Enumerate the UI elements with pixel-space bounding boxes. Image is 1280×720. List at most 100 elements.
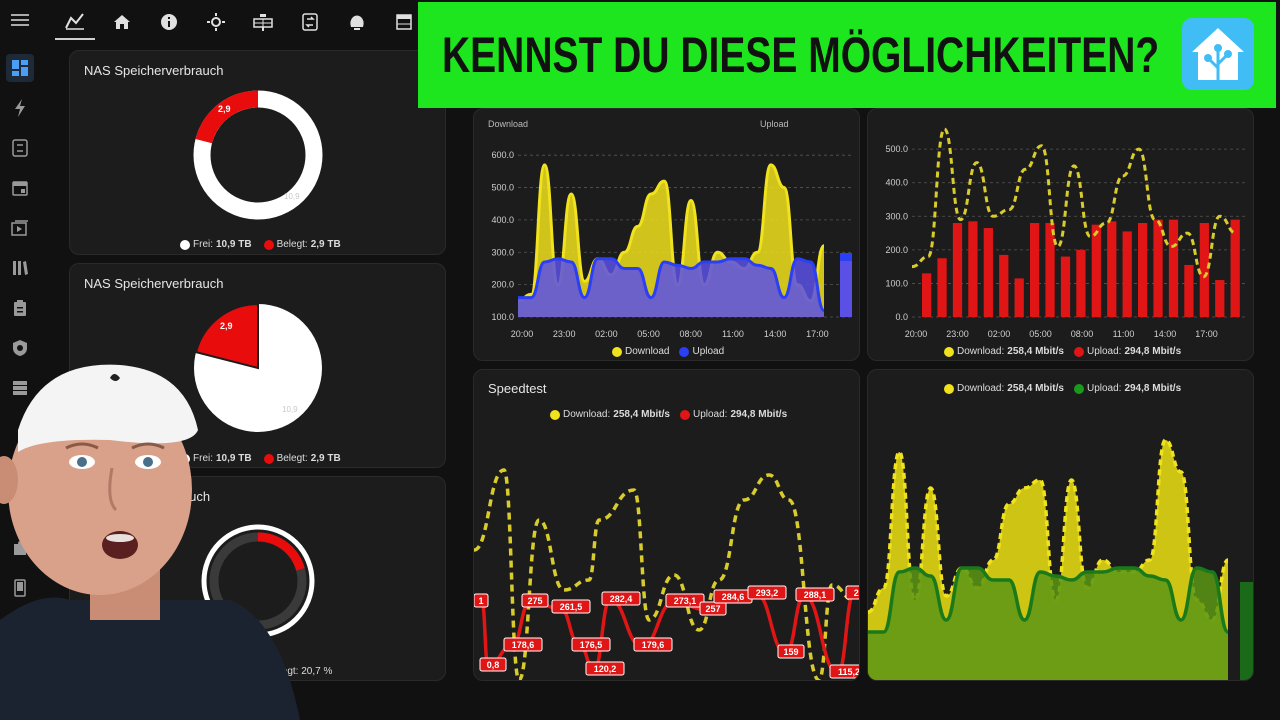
data-label-text: 294,8 <box>854 588 860 598</box>
legend-value: 294,8 Mbit/s <box>730 409 788 420</box>
x-tick-label: 05:00 <box>637 329 660 339</box>
axis-header-upload: Upload <box>760 119 789 129</box>
sidebar-clipboard-icon[interactable] <box>6 294 34 322</box>
chart-legend: Download: 258,4 Mbit/s Upload: 294,8 Mbi… <box>944 383 1181 394</box>
data-label-box <box>845 585 859 600</box>
data-label-box <box>665 593 705 608</box>
x-tick-label: 02:00 <box>595 329 618 339</box>
legend-dot-upload <box>679 346 690 357</box>
legend-dot-upload <box>679 409 690 420</box>
x-tick-label: 17:00 <box>1195 329 1218 339</box>
y-tick-label: 400.0 <box>885 178 908 188</box>
bar <box>1091 224 1101 317</box>
y-tick-label: 300.0 <box>885 211 908 221</box>
legend-label: elegt: 20,7 % <box>274 666 333 677</box>
legend-label: Frei: <box>193 453 213 464</box>
data-label-box <box>633 637 673 652</box>
bandwidth-green-area-chart <box>868 438 1253 680</box>
download-line <box>911 127 1237 279</box>
bar <box>1060 256 1071 317</box>
axis-header-download: Download <box>488 119 528 129</box>
sidebar-media-icon[interactable] <box>6 214 34 242</box>
nas-donut-card: NAS Speicherverbrauch 2,9 10,9 Frei: 10,… <box>69 50 446 255</box>
y-tick-label: 500.0 <box>885 144 908 154</box>
data-label-text: 257 <box>705 604 720 614</box>
y-tick-label: 200.0 <box>885 245 908 255</box>
legend-value: 10,9 TB <box>216 453 252 464</box>
tab-lightbulb-icon[interactable] <box>337 4 377 40</box>
sidebar-transfer-icon[interactable] <box>6 134 34 162</box>
legend-value: 258,4 Mbit/s <box>1007 346 1064 357</box>
upload-bar-top <box>840 253 852 261</box>
series-line <box>518 257 826 313</box>
data-label-text: 275 <box>527 596 542 606</box>
chart-legend: Download: 258,4 Mbit/s Upload: 294,8 Mbi… <box>944 346 1181 357</box>
pie-used-label: 2,9 <box>220 321 233 331</box>
x-tick-label: 08:00 <box>680 329 703 339</box>
pie-used-slice <box>194 302 259 370</box>
tab-table-icon[interactable] <box>384 4 424 40</box>
bandwidth-area-card: Download Upload 100.0 200.0 300.0 400.0 500.… <box>473 108 860 361</box>
chart-legend: Download Upload <box>612 346 724 357</box>
bar <box>937 258 947 317</box>
x-tick-label: 23:00 <box>553 329 576 339</box>
pie-free-label: 10,9 <box>282 405 298 414</box>
sidebar-dashboard-icon[interactable] <box>6 54 34 82</box>
bar <box>1030 223 1040 317</box>
sidebar-server-icon[interactable] <box>6 374 34 402</box>
bar <box>1230 219 1240 317</box>
bar <box>1168 219 1179 317</box>
legend-dot-download <box>550 409 560 420</box>
donut-used-label: 2,9 <box>218 104 231 114</box>
sidebar-calendar-icon[interactable] <box>6 174 34 202</box>
speedtest-card: Speedtest Download: 258,4 Mbit/s Upload:… <box>473 369 860 681</box>
y-tick-label: 100.0 <box>491 312 514 322</box>
data-label-text: 178,6 <box>512 640 535 650</box>
data-label: 275 <box>521 593 549 608</box>
tab-solar-panel-icon[interactable] <box>243 4 283 40</box>
bar <box>1215 280 1225 317</box>
legend-label: Download: <box>957 346 1005 357</box>
data-label-box <box>585 661 625 676</box>
y-tick-label: 0.0 <box>895 312 908 322</box>
sidebar-library-icon[interactable] <box>6 254 34 282</box>
data-label-text: 284,6 <box>722 592 745 602</box>
data-label: 1 <box>474 593 489 608</box>
presenter-photo <box>0 364 300 720</box>
tab-info-icon[interactable] <box>149 4 189 40</box>
upload-bar <box>840 253 852 317</box>
card-title: Speedtest <box>488 381 547 396</box>
tab-chart-icon[interactable] <box>55 4 95 40</box>
tab-home-icon[interactable] <box>102 4 142 40</box>
legend-label: Upload: <box>1086 346 1122 357</box>
data-label: 178,6 <box>503 637 543 652</box>
legend-dot-download <box>612 346 622 357</box>
banner-title: KENNST DU DIESE MÖGLICHKEITEN? <box>442 27 1160 83</box>
series-area <box>868 568 1228 680</box>
hamburger-icon[interactable] <box>0 0 40 40</box>
sidebar-shield-icon[interactable] <box>6 334 34 362</box>
data-label: 282,4 <box>601 591 641 606</box>
tab-sun-icon[interactable] <box>196 4 236 40</box>
bar <box>999 254 1009 317</box>
title-banner: KENNST DU DIESE MÖGLICHKEITEN? <box>418 2 1276 108</box>
legend-label: Download: <box>957 383 1005 394</box>
data-label: 120,2 <box>585 661 625 676</box>
data-label-box <box>699 601 727 616</box>
legend-dot-used <box>263 453 274 464</box>
legend-label: Upload <box>692 346 725 357</box>
sidebar-energy-icon[interactable] <box>6 94 34 122</box>
x-tick-label: 08:00 <box>1071 329 1094 339</box>
donut-free-label: 10,9 <box>284 192 300 201</box>
data-label-text: 120,2 <box>594 664 617 674</box>
legend-label: Belegt: <box>276 239 308 250</box>
bar <box>1122 231 1132 317</box>
data-label-text: 293,2 <box>756 588 779 598</box>
x-tick-label: 14:00 <box>764 329 787 339</box>
bar <box>1045 223 1055 317</box>
series-line <box>868 438 1230 622</box>
data-label-box <box>479 657 507 672</box>
data-label: 284,6 <box>713 589 753 604</box>
tab-transfer-icon[interactable] <box>290 4 330 40</box>
sidebar-tablet-icon[interactable] <box>6 574 34 602</box>
